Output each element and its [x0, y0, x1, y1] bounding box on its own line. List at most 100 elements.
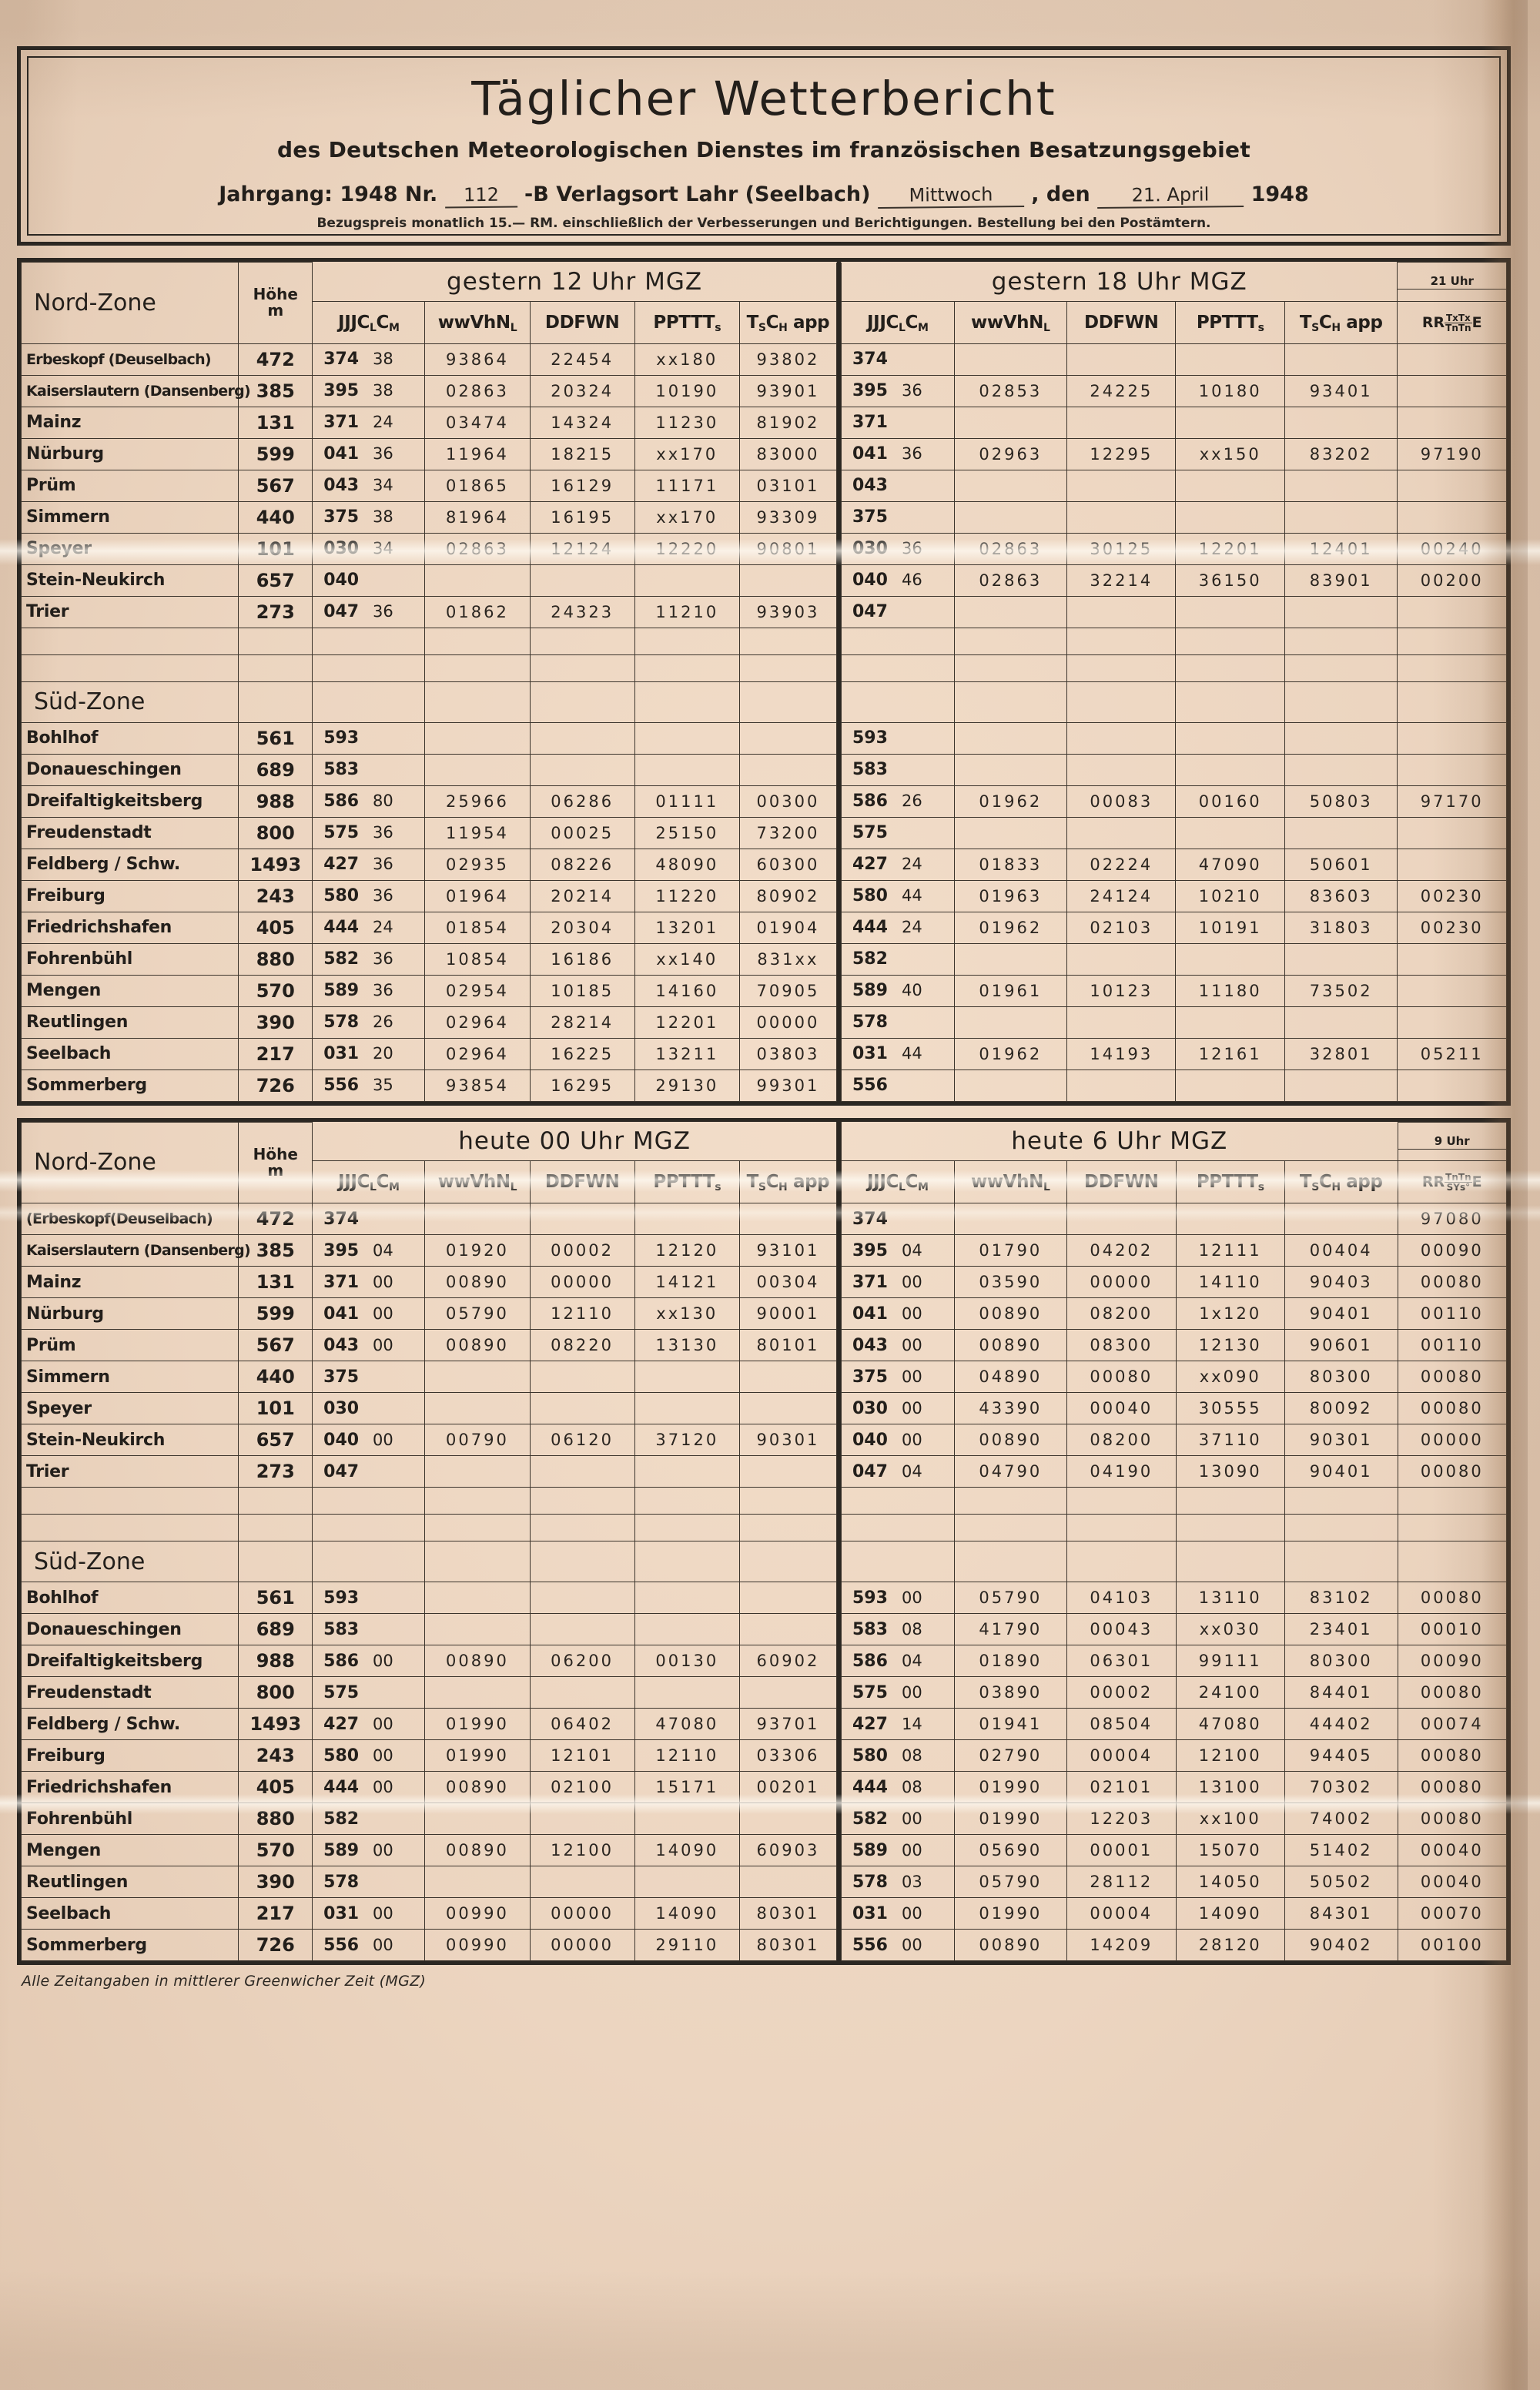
cell-ts: 00000: [738, 1006, 838, 1039]
cell-ts: 01904: [738, 911, 838, 944]
cell-jjj: 395 04: [312, 1234, 426, 1267]
cell-pp: 12201: [634, 1006, 740, 1039]
station-name: Mainz: [20, 406, 239, 439]
cell-jjj: 374: [841, 1203, 955, 1235]
cell-ts: 03101: [738, 469, 838, 502]
cell-pp: xx130: [634, 1297, 740, 1330]
cell-ww: [953, 1006, 1068, 1039]
cell-ww: 00790: [424, 1424, 531, 1456]
cell-dd: 16225: [529, 1037, 635, 1070]
cell-pp: 13110: [1175, 1582, 1285, 1614]
cell-ts: 80101: [738, 1329, 838, 1361]
cell-ww: 02954: [424, 974, 531, 1007]
cell-dd: 24323: [529, 595, 635, 628]
station-name: Friedrichshafen: [20, 1771, 239, 1803]
cell-pp: 37110: [1175, 1424, 1285, 1456]
station-altitude: 561: [238, 1582, 313, 1614]
cell-jjj: 444 00: [312, 1771, 426, 1803]
cell-ts: 84401: [1284, 1676, 1398, 1709]
cell-jjj: 583: [312, 1613, 426, 1645]
cell-jjj: 580 08: [841, 1739, 955, 1772]
table-row: Kaiserslautern (Dansenberg) 385 395 04 01920…: [20, 1234, 838, 1267]
cell-pp: 14090: [1175, 1897, 1285, 1930]
table-row: 578: [841, 1006, 1507, 1039]
masthead: Täglicher Wetterbericht des Deutschen Me…: [17, 46, 1511, 246]
table-12uhr: Nord-Zone Höhe m gestern 12 Uhr MGZ JJJCL…: [20, 262, 841, 1102]
cell-pp: 13211: [634, 1037, 740, 1070]
cell-ts: 70905: [738, 974, 838, 1007]
cell-jjj: 583: [841, 753, 955, 786]
rows-06uhr: 374 97080 395 04 01790 04202 12111 00404 00090 37…: [841, 1203, 1507, 1961]
col-ts: TSCH app: [738, 300, 838, 344]
cell-pp: 37120: [634, 1424, 740, 1456]
station-name: Friedrichshafen: [20, 911, 239, 944]
table-row: Donaueschingen 689 583: [20, 753, 838, 786]
spacer-row: [841, 654, 1507, 682]
cell-dd: [529, 564, 635, 597]
table-row: Prüm 567 043 34 01865 16129 11171 03101: [20, 469, 838, 502]
cell-ts: 60300: [738, 848, 838, 881]
cell-pp: 12130: [1175, 1329, 1285, 1361]
cell-dd: [1066, 1006, 1177, 1039]
year-label: 1948: [1250, 182, 1309, 206]
cell-extra: 00040: [1397, 1834, 1507, 1866]
cell-ww: [953, 942, 1068, 976]
cell-pp: 14050: [1175, 1866, 1285, 1898]
cell-jjj: 030 00: [841, 1392, 955, 1424]
station-altitude: 726: [238, 1069, 313, 1102]
cell-pp: [1175, 816, 1285, 849]
cell-ww: 02963: [953, 437, 1068, 470]
cell-pp: 25150: [634, 816, 740, 849]
cell-dd: [1066, 343, 1177, 376]
station-name: Nürburg: [20, 1297, 239, 1330]
issue-number-field[interactable]: 112: [444, 183, 517, 209]
cell-jjj: 556 35: [312, 1069, 426, 1102]
cell-ww: [424, 1203, 531, 1235]
station-altitude: 689: [238, 753, 313, 786]
cell-jjj: 444 24: [841, 911, 955, 944]
cell-pp: 47080: [1175, 1708, 1285, 1740]
rr-label: RR: [1421, 1173, 1445, 1190]
cell-pp: [1175, 1069, 1285, 1102]
cell-jjj: 593: [312, 1582, 426, 1614]
cell-jjj: 582: [312, 1803, 426, 1835]
cell-extra: 00080: [1397, 1676, 1507, 1709]
cell-extra: 00010: [1397, 1613, 1507, 1645]
station-altitude: 599: [238, 437, 313, 470]
cell-extra: 00100: [1397, 1929, 1507, 1961]
cell-ts: 80301: [738, 1897, 838, 1930]
table-row: 580 08 02790 00004 12100 94405 00080: [841, 1739, 1507, 1772]
station-altitude: 880: [238, 942, 313, 976]
date-field[interactable]: 21. April: [1097, 183, 1244, 209]
column-header-row-18: JJJCLCM wwVhNL DDFWN PPTTTs TSCH app RR T…: [841, 300, 1507, 344]
col-jjj: JJJCLCM: [312, 1160, 426, 1203]
cell-jjj: 047: [841, 595, 955, 628]
cell-ww: [953, 500, 1068, 534]
weekday-field[interactable]: Mittwoch: [877, 183, 1025, 209]
station-name: (Erbeskopf(Deuselbach): [20, 1203, 239, 1235]
station-altitude: 131: [238, 1266, 313, 1298]
cell-pp: 1x120: [1175, 1297, 1285, 1330]
station-name: Stein-Neukirch: [20, 564, 239, 597]
cell-ww: 03474: [424, 406, 531, 439]
table-row: Mengen 570 589 00 00890 12100 14090 60903: [20, 1834, 838, 1866]
cell-ts: [1284, 753, 1398, 786]
cell-extra: 00090: [1397, 1234, 1507, 1267]
cell-ts: 03306: [738, 1739, 838, 1772]
sued-zone-header: Süd-Zone: [20, 681, 239, 723]
station-altitude: 472: [238, 1203, 313, 1235]
cell-pp: 12110: [634, 1739, 740, 1772]
spacer-row: [20, 654, 838, 682]
cell-ts: 81902: [738, 406, 838, 439]
cell-ts: 99301: [738, 1069, 838, 1102]
cell-pp: 24100: [1175, 1676, 1285, 1709]
cell-ww: 00890: [953, 1929, 1068, 1961]
table-row: 582: [841, 942, 1507, 976]
cell-jjj: 427 14: [841, 1708, 955, 1740]
cell-ts: 83901: [1284, 564, 1398, 597]
cell-dd: [529, 1676, 635, 1709]
table-row: 580 44 01963 24124 10210 83603 00230: [841, 879, 1507, 912]
cell-ts: 93903: [738, 595, 838, 628]
station-altitude: 405: [238, 1771, 313, 1803]
cell-jjj: 031 20: [312, 1037, 426, 1070]
